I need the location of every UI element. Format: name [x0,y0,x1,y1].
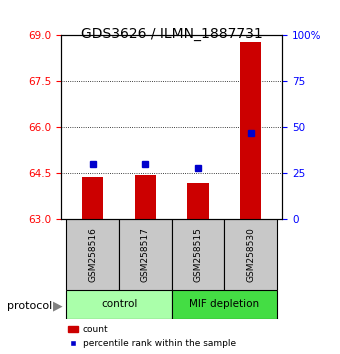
FancyBboxPatch shape [172,290,277,319]
Text: ▶: ▶ [53,300,62,313]
Text: GSM258516: GSM258516 [88,227,97,282]
Text: protocol: protocol [7,301,52,311]
Legend: count, percentile rank within the sample: count, percentile rank within the sample [66,323,238,349]
Bar [82,177,103,219]
Text: GSM258515: GSM258515 [193,227,203,282]
Bar [240,41,261,219]
FancyBboxPatch shape [172,219,224,290]
FancyBboxPatch shape [66,219,119,290]
FancyBboxPatch shape [224,219,277,290]
Bar [135,175,156,219]
FancyBboxPatch shape [66,290,172,319]
Text: control: control [101,299,137,309]
Text: GSM258530: GSM258530 [246,227,255,282]
Bar [187,183,208,219]
Text: MIF depletion: MIF depletion [189,299,259,309]
FancyBboxPatch shape [119,219,172,290]
Text: GDS3626 / ILMN_1887731: GDS3626 / ILMN_1887731 [81,27,262,41]
Text: GSM258517: GSM258517 [141,227,150,282]
